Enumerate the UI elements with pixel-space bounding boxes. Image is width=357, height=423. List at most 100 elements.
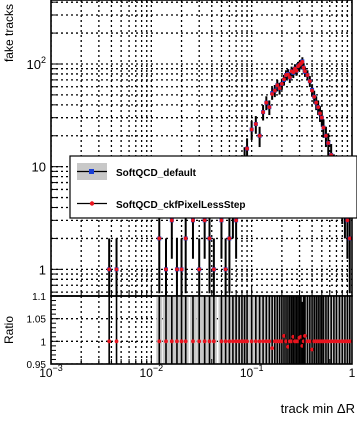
bottom-ratio-point: [211, 339, 216, 344]
bottom-ratio-point: [223, 339, 228, 344]
bottom-ratio-point: [237, 339, 242, 344]
bottom-xlabel: track min ΔR: [281, 401, 355, 416]
top-pixelless-point: [249, 127, 254, 132]
bottom-xtick-label: 10−3: [39, 363, 63, 380]
bottom-ytick-label: 1: [40, 337, 46, 348]
bottom-ratio-point: [240, 339, 244, 344]
bottom-data-marks: [107, 296, 352, 364]
legend-entry-pixelless-marker: [89, 201, 95, 206]
top-panel: 1 10 102 fake tracks: [2, 0, 353, 297]
bottom-ytick-label: 1.05: [27, 315, 47, 326]
top-pixelless-point: [305, 73, 310, 77]
bottom-ratio-point: [282, 333, 286, 338]
bottom-ratio-point: [253, 339, 258, 344]
bottom-xtick-label: 10−1: [240, 363, 264, 380]
top-axis-ticks: 1 10 102: [27, 1, 348, 296]
top-pixelless-point: [157, 236, 162, 241]
bottom-ratio-point: [164, 339, 168, 344]
top-ytick-label: 10: [32, 160, 46, 175]
top-pixelless-point: [197, 267, 202, 272]
top-pixelless-point: [316, 105, 321, 110]
top-pixelless-point: [277, 86, 282, 91]
bottom-ratio-point: [326, 339, 331, 344]
bottom-ratio-point: [329, 339, 334, 344]
top-pixelless-point: [326, 141, 331, 145]
bottom-ratio-point: [334, 339, 339, 344]
top-pixelless-point: [275, 83, 280, 88]
bottom-ratio-point: [264, 339, 269, 344]
top-pixelless-point: [291, 70, 296, 75]
top-pixelless-point: [321, 125, 326, 130]
legend: SoftQCD_default SoftQCD_ckfPixelLessStep: [69, 155, 357, 219]
top-pixelless-point: [234, 218, 239, 223]
bottom-ratio-point: [157, 339, 162, 344]
top-pixelless-point: [301, 65, 306, 70]
bottom-ratio-point: [340, 339, 345, 344]
top-pixelless-point: [114, 267, 119, 272]
top-pixelless-point: [267, 105, 272, 110]
bottom-ratio-point: [337, 339, 342, 344]
bottom-ratio-point: [191, 339, 195, 344]
top-ytick-label: 102: [27, 55, 46, 72]
bottom-ratio-point: [245, 339, 249, 344]
top-pixelless-point: [310, 88, 314, 93]
bottom-ylabel: Ratio: [2, 316, 16, 344]
bottom-ratio-point: [347, 339, 352, 344]
top-ylabel: fake tracks: [2, 4, 16, 62]
bottom-ratio-point: [279, 339, 284, 344]
top-pixelless-point: [175, 267, 179, 272]
top-pixelless-point: [264, 100, 269, 105]
top-pixelless-point: [270, 92, 275, 96]
top-pixelless-point: [303, 69, 307, 74]
top-pixelless-point: [223, 267, 228, 272]
top-pixelless-point: [324, 133, 328, 138]
bottom-ratio-point: [284, 339, 288, 344]
top-pixelless-point: [282, 77, 286, 82]
top-pixelless-point: [183, 236, 188, 241]
bottom-ratio-point: [261, 339, 265, 344]
bottom-ratio-point: [249, 339, 254, 344]
bottom-ytick-label: 0.95: [27, 360, 47, 371]
top-pixelless-point: [314, 100, 319, 105]
top-pixelless-point: [179, 267, 184, 272]
bottom-ratio-point: [227, 339, 232, 344]
top-pixelless-point: [300, 59, 305, 64]
top-frame: [50, 0, 353, 297]
top-pixelless-point: [164, 267, 168, 272]
bottom-ratio-point: [179, 339, 184, 344]
top-pixelless-point: [245, 146, 249, 151]
bottom-ratio-point: [267, 339, 272, 344]
top-gridlines: [51, 0, 352, 296]
top-pixelless-point: [227, 236, 232, 241]
bottom-ratio-point: [202, 339, 207, 344]
bottom-panel: 0.95 1 1.05 1.1 10−3 10−2 10−1 1 Ratio track mi…: [2, 292, 356, 416]
top-pixelless-point: [345, 218, 350, 223]
bottom-ratio-point: [219, 339, 224, 344]
top-pixelless-point: [253, 122, 258, 126]
bottom-ratio-point: [310, 347, 314, 352]
bottom-ratio-point: [175, 339, 179, 344]
bottom-ratio-point: [207, 339, 212, 344]
top-ytick-label: 1: [39, 262, 46, 277]
top-pixelless-point: [294, 68, 299, 73]
top-pixelless-point: [202, 218, 207, 223]
legend-entry-pixelless-label: SoftQCD_ckfPixelLessStep: [116, 200, 246, 211]
bottom-frame: [50, 295, 353, 365]
bottom-xtick-label: 1: [349, 366, 356, 380]
bottom-ratio-point: [183, 339, 188, 344]
top-pixelless-point: [312, 94, 317, 99]
top-pixelless-point: [191, 218, 195, 223]
top-pixelless-point: [211, 267, 216, 272]
top-pixelless-point: [261, 110, 265, 114]
bottom-ratio-point: [270, 346, 275, 351]
top-pixelless-point: [319, 115, 324, 120]
top-pixelless-point: [107, 267, 112, 272]
top-pixelless-point: [307, 79, 312, 84]
bottom-ratio-point: [169, 339, 174, 344]
top-pixelless-point: [169, 218, 174, 223]
bottom-ratio-point: [197, 339, 202, 344]
top-pixelless-point: [287, 75, 292, 80]
bottom-ratio-point: [230, 339, 235, 344]
top-pixelless-point: [347, 236, 352, 241]
